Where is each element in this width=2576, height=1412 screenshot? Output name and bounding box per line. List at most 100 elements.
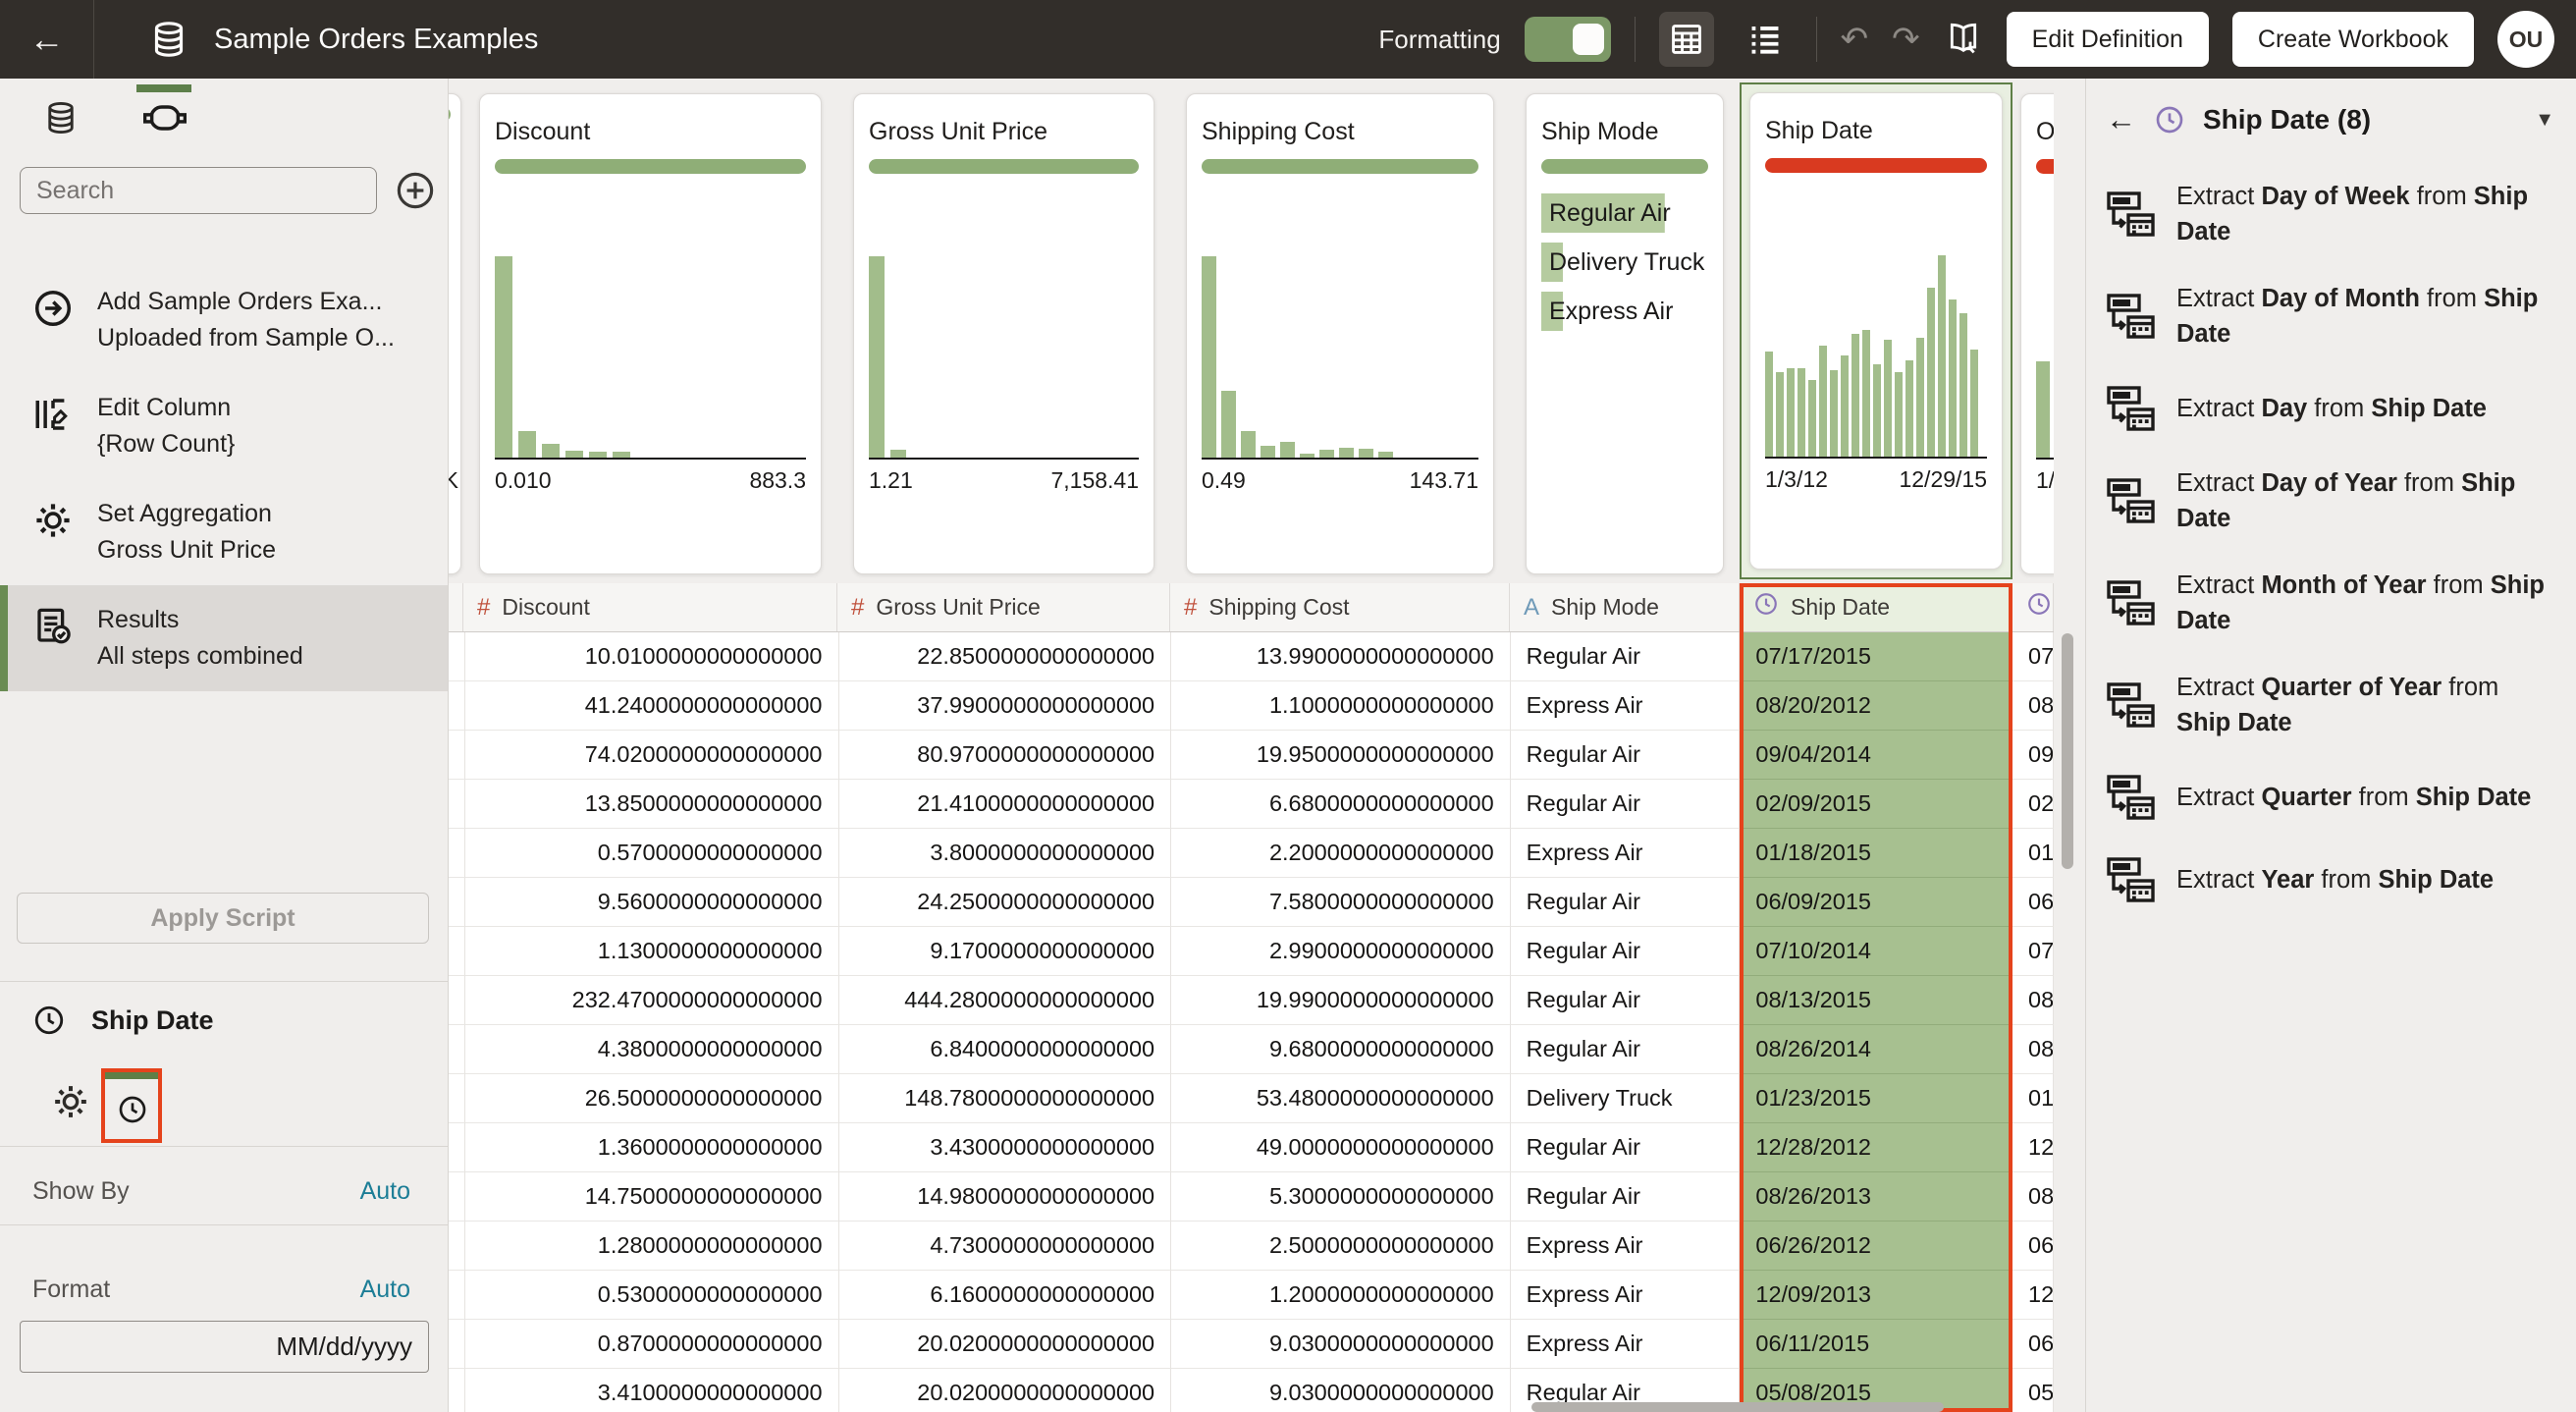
sidebar-step-set-aggregation[interactable]: Set Aggregation Gross Unit Price [0, 479, 448, 585]
cell-ship_date[interactable]: 07/17/2015 [1740, 632, 2013, 681]
show-by-value[interactable]: Auto [359, 1176, 410, 1205]
cell-ship_mode[interactable]: Regular Air [1510, 976, 1741, 1025]
back-button[interactable]: ← [0, 0, 94, 79]
cell-gross_unit_price[interactable]: 4.7300000000000000 [838, 1222, 1172, 1271]
cell-ship_mode[interactable]: Delivery Truck [1510, 1074, 1741, 1123]
cell-order_date_clipped[interactable]: 08 [2012, 976, 2054, 1025]
cell-discount[interactable]: 0.8700000000000000 [465, 1320, 839, 1369]
cell-gross_unit_price[interactable]: 6.8400000000000000 [838, 1025, 1172, 1074]
cell-shipping_cost[interactable]: 9.0300000000000000 [1171, 1369, 1511, 1412]
cell-discount[interactable]: 9.5600000000000000 [465, 878, 839, 927]
cell-discount[interactable]: 232.4700000000000000 [465, 976, 839, 1025]
cell-left_clipped[interactable]: 0 [449, 927, 465, 976]
cell-order_date_clipped[interactable]: 07 [2012, 632, 2054, 681]
cell-order_date_clipped[interactable]: 08 [2012, 1172, 2054, 1222]
cell-ship_date[interactable]: 05/08/2015 [1740, 1369, 2013, 1412]
cell-shipping_cost[interactable]: 9.6800000000000000 [1171, 1025, 1511, 1074]
extract-recommendation-day-of-month[interactable]: Extract Day of Month from Ship Date [2106, 281, 2552, 352]
ship-mode-card[interactable]: Ship Mode Regular Air Delivery Truck Expres… [1526, 93, 1724, 574]
cell-left_clipped[interactable]: 0 [449, 1172, 465, 1222]
cell-ship_date[interactable]: 06/11/2015 [1740, 1320, 2013, 1369]
cell-gross_unit_price[interactable]: 3.8000000000000000 [838, 829, 1172, 878]
cell-left_clipped[interactable]: 0 [449, 829, 465, 878]
cell-ship_mode[interactable]: Regular Air [1510, 927, 1741, 976]
cell-ship_date[interactable]: 02/09/2015 [1740, 780, 2013, 829]
column-header-ship_mode[interactable]: A Ship Mode [1510, 583, 1740, 631]
formatting-toggle[interactable] [1524, 17, 1611, 62]
format-value[interactable]: Auto [359, 1275, 410, 1303]
cell-order_date_clipped[interactable]: 01 [2012, 829, 2054, 878]
cell-gross_unit_price[interactable]: 20.0200000000000000 [838, 1369, 1172, 1412]
cell-shipping_cost[interactable]: 49.0000000000000000 [1171, 1123, 1511, 1172]
sidebar-step-add-sample-orders-exa[interactable]: Add Sample Orders Exa... Uploaded from Sa… [0, 267, 448, 373]
cell-discount[interactable]: 0.5700000000000000 [465, 829, 839, 878]
sidebar-step-results[interactable]: Results All steps combined [0, 585, 448, 691]
cell-left_clipped[interactable]: 0 [449, 1320, 465, 1369]
cell-shipping_cost[interactable]: 2.9900000000000000 [1171, 927, 1511, 976]
date-format-input[interactable] [20, 1321, 429, 1373]
cell-shipping_cost[interactable]: 1.2000000000000000 [1171, 1271, 1511, 1320]
date-tool-selected[interactable] [101, 1068, 162, 1143]
category-value[interactable]: Regular Air [1541, 190, 1723, 237]
tab-preparation-steps[interactable] [134, 84, 196, 145]
cell-gross_unit_price[interactable]: 9.1700000000000000 [838, 927, 1172, 976]
panel-back-button[interactable]: ← [2106, 102, 2136, 136]
cell-order_date_clipped[interactable]: 08 [2012, 681, 2054, 731]
cell-ship_mode[interactable]: Regular Air [1510, 1025, 1741, 1074]
cell-ship_mode[interactable]: Regular Air [1510, 1172, 1741, 1222]
sidebar-step-edit-column[interactable]: Edit Column {Row Count} [0, 373, 448, 479]
script-book-icon[interactable] [1944, 20, 1983, 59]
cell-shipping_cost[interactable]: 13.9900000000000000 [1171, 632, 1511, 681]
cell-order_date_clipped[interactable]: 08 [2012, 1025, 2054, 1074]
cell-discount[interactable]: 10.0100000000000000 [465, 632, 839, 681]
chevron-down-icon[interactable]: ▼ [2535, 108, 2554, 131]
cell-left_clipped[interactable]: 0 [449, 1074, 465, 1123]
cell-ship_date[interactable]: 09/04/2014 [1740, 731, 2013, 780]
cell-left_clipped[interactable]: 0 [449, 878, 465, 927]
cell-gross_unit_price[interactable]: 24.2500000000000000 [838, 878, 1172, 927]
cell-discount[interactable]: 14.7500000000000000 [465, 1172, 839, 1222]
edit-definition-button[interactable]: Edit Definition [2006, 12, 2209, 67]
cell-ship_date[interactable]: 06/09/2015 [1740, 878, 2013, 927]
cell-ship_mode[interactable]: Regular Air [1510, 731, 1741, 780]
cell-left_clipped[interactable]: 0 [449, 780, 465, 829]
cell-order_date_clipped[interactable]: 06 [2012, 1320, 2054, 1369]
cell-shipping_cost[interactable]: 1.1000000000000000 [1171, 681, 1511, 731]
cell-order_date_clipped[interactable]: 06 [2012, 1222, 2054, 1271]
cell-discount[interactable]: 0.5300000000000000 [465, 1271, 839, 1320]
cell-ship_date[interactable]: 01/23/2015 [1740, 1074, 2013, 1123]
cell-shipping_cost[interactable]: 9.0300000000000000 [1171, 1320, 1511, 1369]
ship-date-card[interactable]: Ship Date 1/3/12 12/29/15 [1749, 92, 2003, 570]
extract-recommendation-day[interactable]: Extract Day from Ship Date [2106, 383, 2552, 434]
cell-ship_date[interactable]: 08/26/2013 [1740, 1172, 2013, 1222]
cell-ship_mode[interactable]: Express Air [1510, 681, 1741, 731]
cell-ship_date[interactable]: 01/18/2015 [1740, 829, 2013, 878]
extract-recommendation-month-of-year[interactable]: Extract Month of Year from Ship Date [2106, 568, 2552, 638]
column-header-left_clipped[interactable] [449, 583, 463, 631]
cell-order_date_clipped[interactable]: 05 [2012, 1369, 2054, 1412]
cell-discount[interactable]: 41.2400000000000000 [465, 681, 839, 731]
cell-left_clipped[interactable]: 0 [449, 1271, 465, 1320]
cell-shipping_cost[interactable]: 19.9500000000000000 [1171, 731, 1511, 780]
cell-left_clipped[interactable]: 0 [449, 1222, 465, 1271]
horizontal-scrollbar[interactable] [1531, 1402, 1944, 1412]
category-value[interactable]: Delivery Truck [1541, 239, 1723, 286]
cell-ship_date[interactable]: 12/28/2012 [1740, 1123, 2013, 1172]
cell-gross_unit_price[interactable]: 20.0200000000000000 [838, 1320, 1172, 1369]
column-header-gross_unit_price[interactable]: # Gross Unit Price [837, 583, 1170, 631]
extract-recommendation-day-of-week[interactable]: Extract Day of Week from Ship Date [2106, 179, 2552, 249]
cell-ship_mode[interactable]: Regular Air [1510, 878, 1741, 927]
grid-view-button[interactable] [1658, 12, 1714, 67]
cell-gross_unit_price[interactable]: 21.4100000000000000 [838, 780, 1172, 829]
cell-ship_date[interactable]: 08/13/2015 [1740, 976, 2013, 1025]
cell-left_clipped[interactable]: 0 [449, 681, 465, 731]
cell-left_clipped[interactable]: 0 [449, 976, 465, 1025]
cell-shipping_cost[interactable]: 5.3000000000000000 [1171, 1172, 1511, 1222]
cell-discount[interactable]: 1.2800000000000000 [465, 1222, 839, 1271]
vertical-scrollbar[interactable] [2062, 633, 2073, 869]
cell-ship_date[interactable]: 07/10/2014 [1740, 927, 2013, 976]
cell-gross_unit_price[interactable]: 14.9800000000000000 [838, 1172, 1172, 1222]
cell-ship_date[interactable]: 08/20/2012 [1740, 681, 2013, 731]
cell-gross_unit_price[interactable]: 22.8500000000000000 [838, 632, 1172, 681]
discount-card[interactable]: Discount 0.010 883.3 [479, 93, 822, 574]
